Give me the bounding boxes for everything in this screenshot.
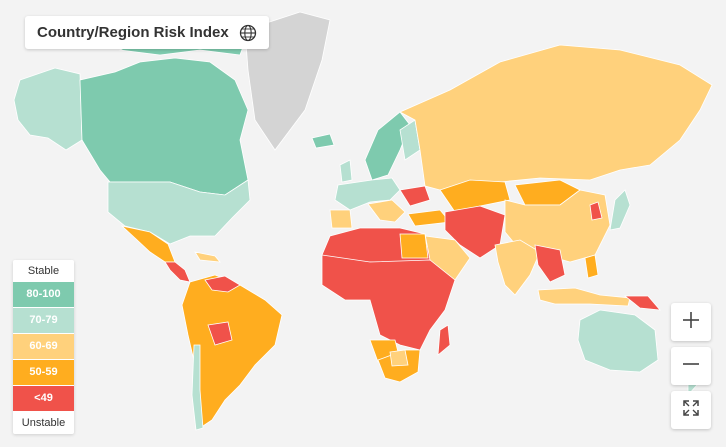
zoom-out-button[interactable]: [671, 347, 711, 385]
region-usa[interactable]: [107, 179, 251, 245]
region-iberia[interactable]: [329, 209, 353, 229]
region-iceland[interactable]: [311, 133, 335, 149]
legend-stable-label: Stable: [27, 265, 60, 277]
legend-unstable-label: Unstable: [21, 417, 66, 429]
region-italy-balkans[interactable]: [367, 199, 406, 223]
region-ukraine[interactable]: [399, 185, 431, 207]
legend-item-70-79: 70-79: [13, 308, 74, 334]
expand-icon: [682, 399, 700, 422]
map-title-card: Country/Region Risk Index: [25, 16, 269, 49]
region-alaska[interactable]: [13, 67, 83, 151]
risk-legend: Stable 80-100 70-79 60-69 50-59 <49 Unst…: [13, 260, 74, 434]
region-madagascar[interactable]: [437, 324, 451, 356]
zoom-in-button[interactable]: [671, 303, 711, 341]
region-middle-east[interactable]: [444, 205, 506, 259]
region-chile[interactable]: [191, 344, 204, 431]
region-japan[interactable]: [609, 189, 631, 231]
globe-icon[interactable]: [239, 24, 257, 42]
region-india[interactable]: [494, 239, 541, 296]
region-papua[interactable]: [623, 295, 661, 311]
region-southeast-asia[interactable]: [534, 244, 566, 283]
region-botswana[interactable]: [389, 349, 409, 367]
region-bolivia[interactable]: [207, 321, 233, 346]
region-caribbean[interactable]: [194, 251, 221, 263]
legend-item-below-49: <49: [13, 386, 74, 412]
region-korea[interactable]: [589, 201, 603, 221]
region-south-america[interactable]: [181, 274, 283, 429]
region-philippines[interactable]: [584, 254, 599, 279]
legend-item-50-59: 50-59: [13, 360, 74, 386]
region-egypt[interactable]: [399, 233, 429, 259]
legend-item-60-69: 60-69: [13, 334, 74, 360]
region-uk[interactable]: [339, 159, 353, 183]
region-venezuela[interactable]: [204, 275, 241, 293]
region-indonesia[interactable]: [537, 287, 631, 307]
map-title: Country/Region Risk Index: [37, 24, 229, 41]
fullscreen-button[interactable]: [671, 391, 711, 429]
region-canada[interactable]: [79, 57, 249, 196]
minus-icon: [681, 354, 701, 379]
region-australia[interactable]: [577, 309, 659, 373]
region-russia[interactable]: [399, 44, 713, 191]
plus-icon: [681, 310, 701, 335]
legend-item-80-100: 80-100: [13, 282, 74, 308]
